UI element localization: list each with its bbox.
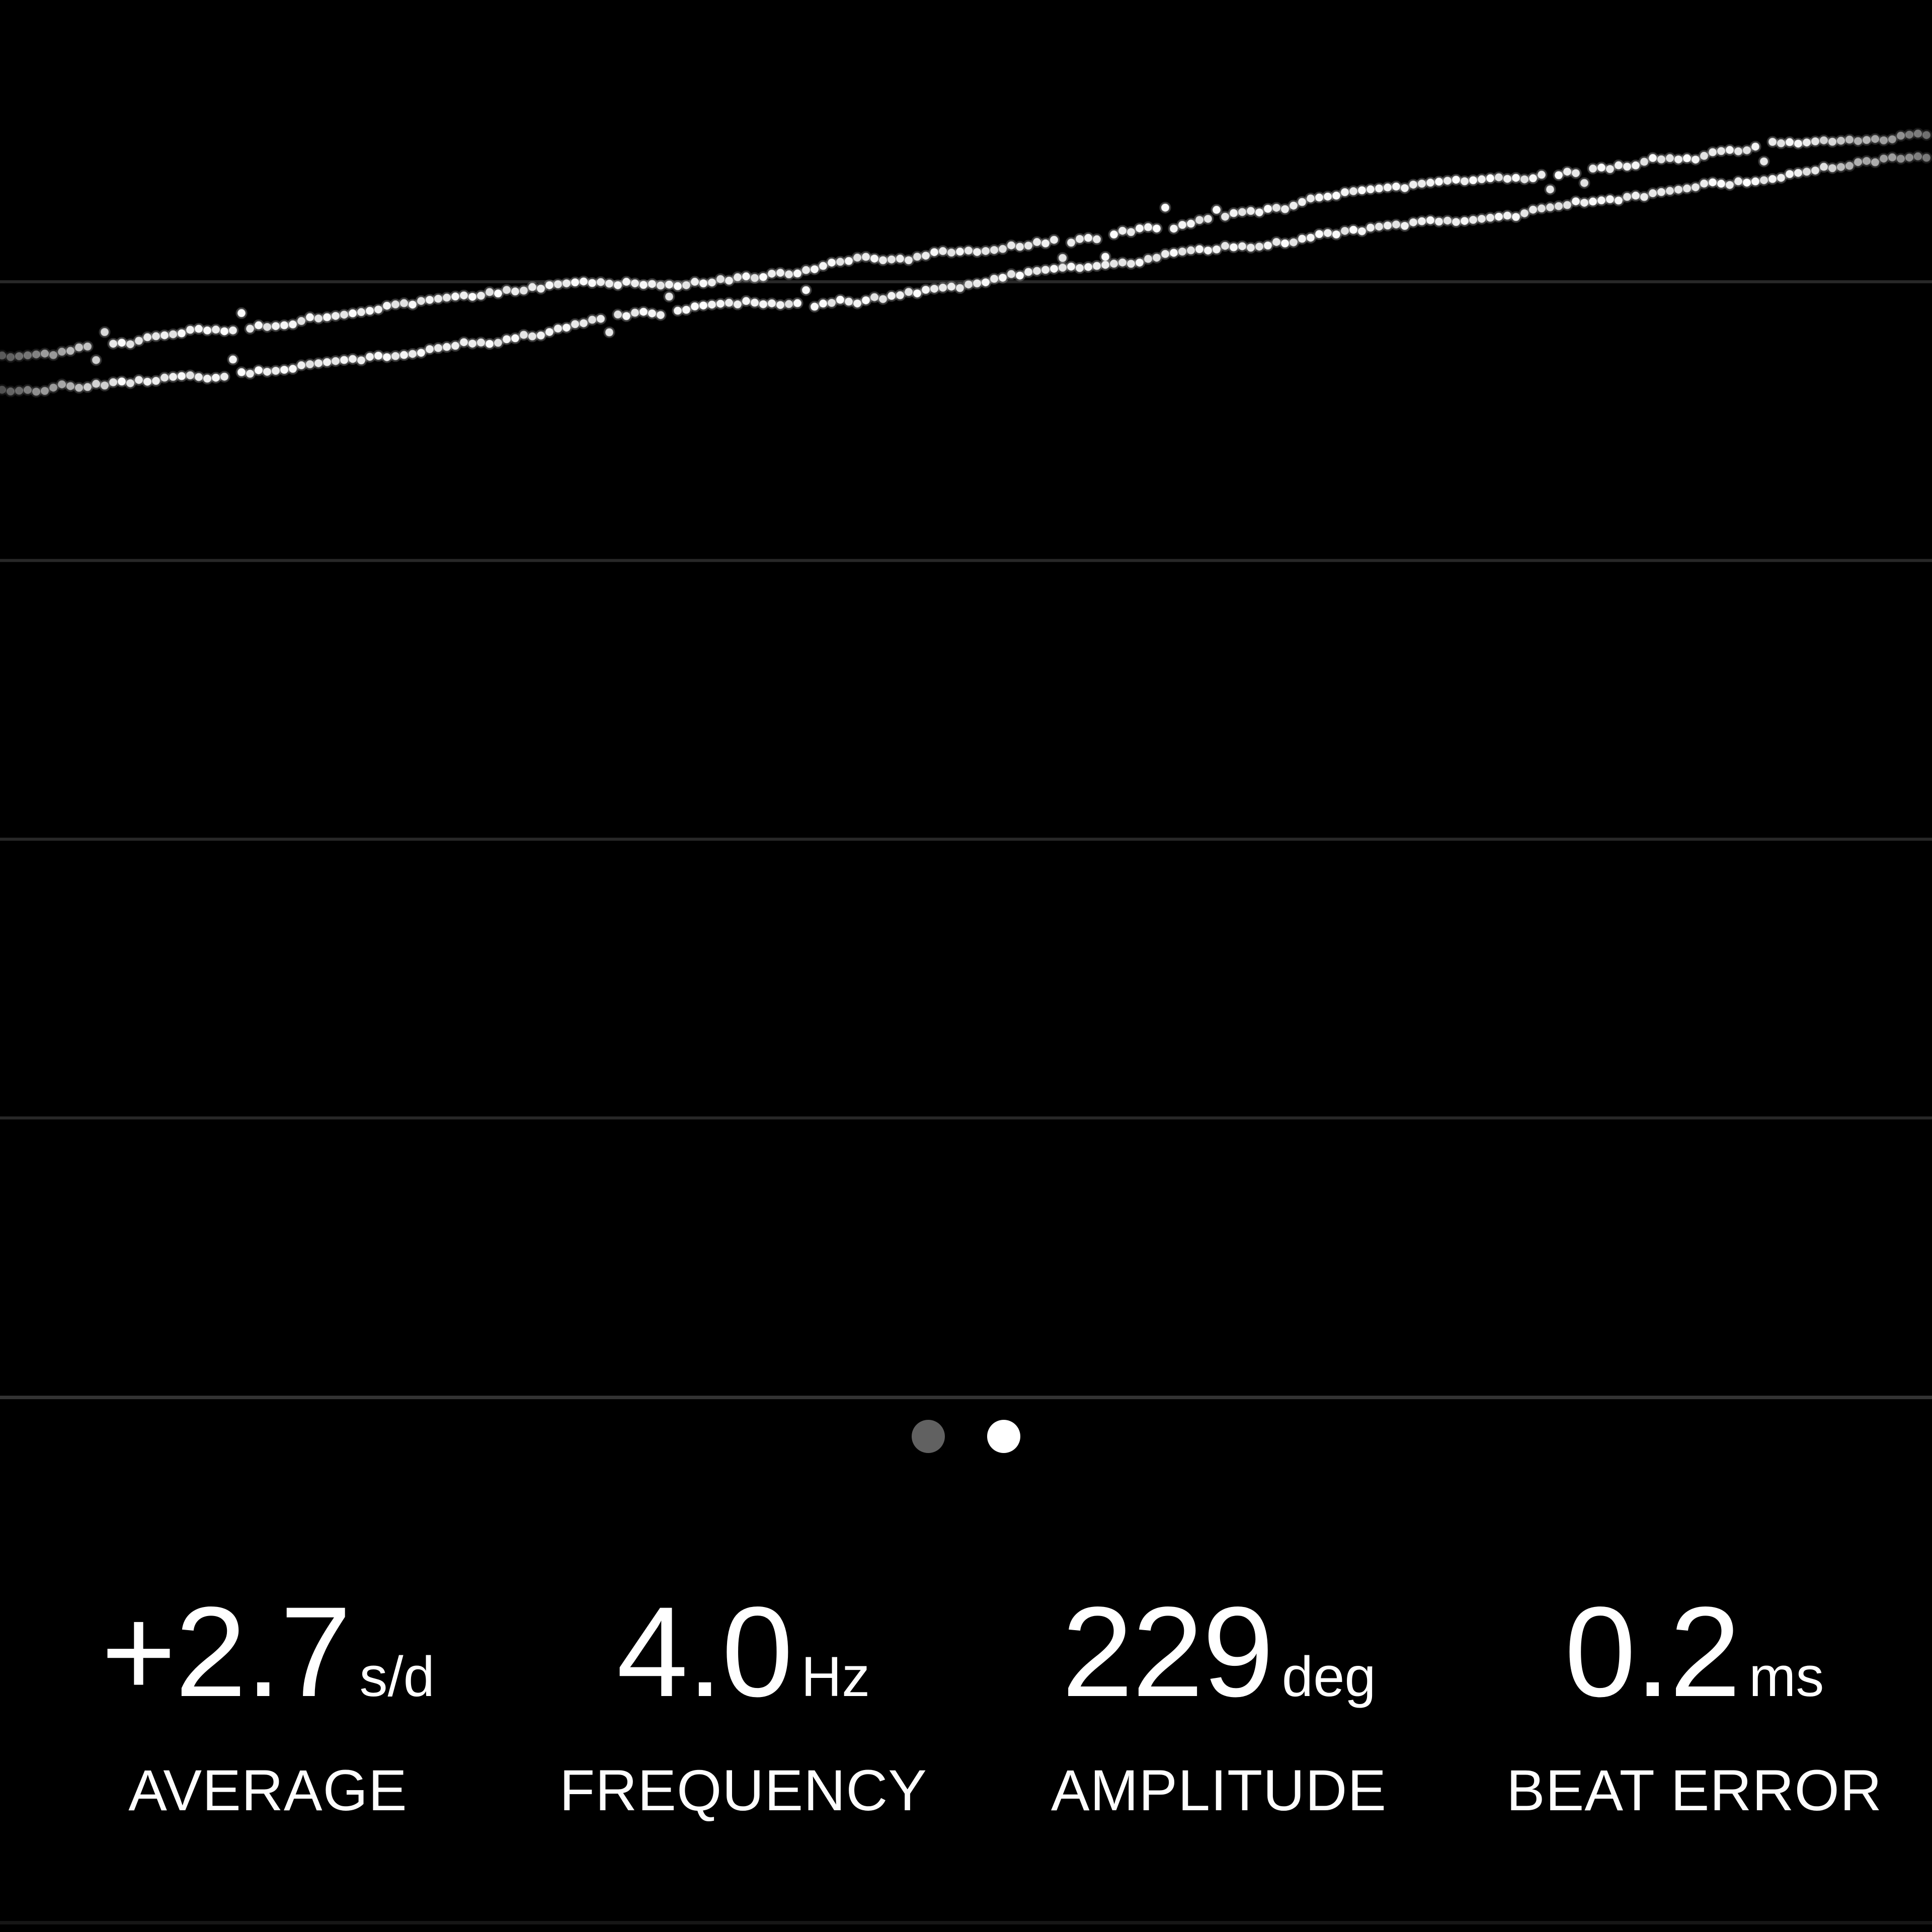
- average-label: AVERAGE: [128, 1758, 408, 1823]
- beat-error-value: 0.2: [1564, 1580, 1741, 1724]
- amplitude-label: AMPLITUDE: [1051, 1758, 1387, 1823]
- amplitude-value-row: 229 deg: [1062, 1588, 1376, 1758]
- page-dot-active[interactable]: [987, 1420, 1020, 1453]
- amplitude-unit: deg: [1281, 1645, 1376, 1708]
- frequency-value-row: 4.0 Hz: [617, 1588, 870, 1758]
- frequency-label: FREQUENCY: [559, 1758, 927, 1823]
- average-value-row: +2.7 s/d: [101, 1588, 435, 1758]
- frequency-unit: Hz: [801, 1645, 870, 1708]
- beat-error-label: BEAT ERROR: [1506, 1758, 1882, 1823]
- metrics-row: +2.7 s/d AVERAGE 4.0 Hz FREQUENCY 229 deg A…: [0, 1588, 1932, 1820]
- metric-amplitude: 229 deg AMPLITUDE: [981, 1588, 1457, 1820]
- screen-bottom-edge: [0, 1921, 1932, 1924]
- timegrapher-trace-canvas: [0, 0, 1932, 1396]
- trace-page[interactable]: [0, 0, 1932, 1396]
- metric-beat-error: 0.2 ms BEAT ERROR: [1457, 1588, 1932, 1820]
- page-indicator: [0, 1420, 1932, 1453]
- metric-frequency: 4.0 Hz FREQUENCY: [506, 1588, 981, 1820]
- average-value: +2.7: [101, 1580, 351, 1724]
- metric-average: +2.7 s/d AVERAGE: [30, 1588, 506, 1820]
- amplitude-value: 229: [1062, 1580, 1273, 1724]
- average-unit: s/d: [359, 1645, 435, 1708]
- frequency-value: 4.0: [616, 1580, 793, 1724]
- page-dot-inactive[interactable]: [912, 1420, 945, 1453]
- section-divider: [0, 1396, 1932, 1399]
- beat-error-unit: ms: [1749, 1645, 1824, 1708]
- beat-error-value-row: 0.2 ms: [1565, 1588, 1824, 1758]
